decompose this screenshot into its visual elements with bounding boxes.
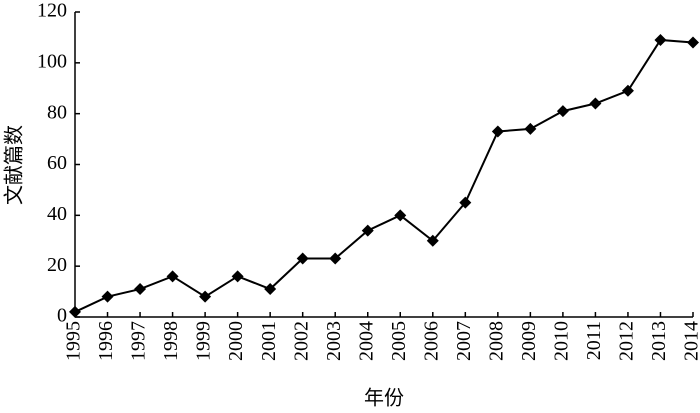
x-tick-label: 2001 bbox=[258, 321, 280, 361]
data-point bbox=[524, 122, 537, 135]
data-point bbox=[687, 36, 699, 49]
data-point bbox=[426, 234, 439, 247]
data-point bbox=[361, 224, 374, 237]
x-tick-label: 2005 bbox=[388, 321, 410, 361]
data-point bbox=[69, 305, 81, 318]
data-point bbox=[654, 33, 667, 46]
x-tick-label: 2002 bbox=[290, 321, 312, 361]
x-tick-label: 2009 bbox=[518, 321, 540, 361]
y-axis-title: 文献篇数 bbox=[3, 125, 26, 205]
x-tick-label: 2000 bbox=[225, 321, 247, 361]
data-point bbox=[491, 125, 504, 138]
x-tick-label: 1997 bbox=[128, 321, 150, 361]
x-tick-label: 2011 bbox=[583, 321, 605, 360]
data-point bbox=[556, 105, 569, 118]
x-tick-label: 2007 bbox=[453, 321, 475, 361]
y-tick-label: 80 bbox=[47, 101, 67, 123]
data-line bbox=[74, 38, 694, 313]
y-tick-label: 120 bbox=[37, 0, 67, 22]
data-point bbox=[166, 270, 179, 283]
x-tick-label: 1999 bbox=[193, 321, 215, 361]
x-tick-label: 2006 bbox=[420, 321, 442, 361]
x-tick-label: 1996 bbox=[95, 321, 117, 361]
data-point bbox=[621, 84, 634, 97]
x-tick-label: 2004 bbox=[355, 321, 377, 361]
y-tick-label: 40 bbox=[47, 203, 67, 225]
data-point bbox=[134, 283, 147, 296]
x-tick-label: 1995 bbox=[63, 321, 85, 361]
data-point bbox=[329, 252, 342, 265]
data-point bbox=[459, 196, 472, 209]
x-tick-label: 2013 bbox=[648, 321, 670, 361]
y-tick-label: 60 bbox=[47, 152, 67, 174]
data-point bbox=[231, 270, 244, 283]
data-point bbox=[296, 252, 309, 265]
x-tick-label: 2012 bbox=[616, 321, 638, 361]
x-tick-label: 2010 bbox=[550, 321, 572, 361]
data-point bbox=[394, 209, 407, 222]
x-tick-label: 1998 bbox=[160, 321, 182, 361]
x-tick-label: 2014 bbox=[681, 321, 700, 361]
x-tick-label: 2008 bbox=[485, 321, 507, 361]
x-axis-title: 年份 bbox=[364, 387, 404, 410]
y-tick-label: 0 bbox=[57, 305, 67, 327]
x-tick-label: 2003 bbox=[323, 321, 345, 361]
data-point bbox=[101, 290, 114, 303]
data-point bbox=[199, 290, 212, 303]
y-tick-label: 100 bbox=[37, 50, 67, 72]
data-point bbox=[589, 97, 602, 110]
y-tick-label: 20 bbox=[47, 254, 67, 276]
data-point bbox=[264, 283, 277, 296]
